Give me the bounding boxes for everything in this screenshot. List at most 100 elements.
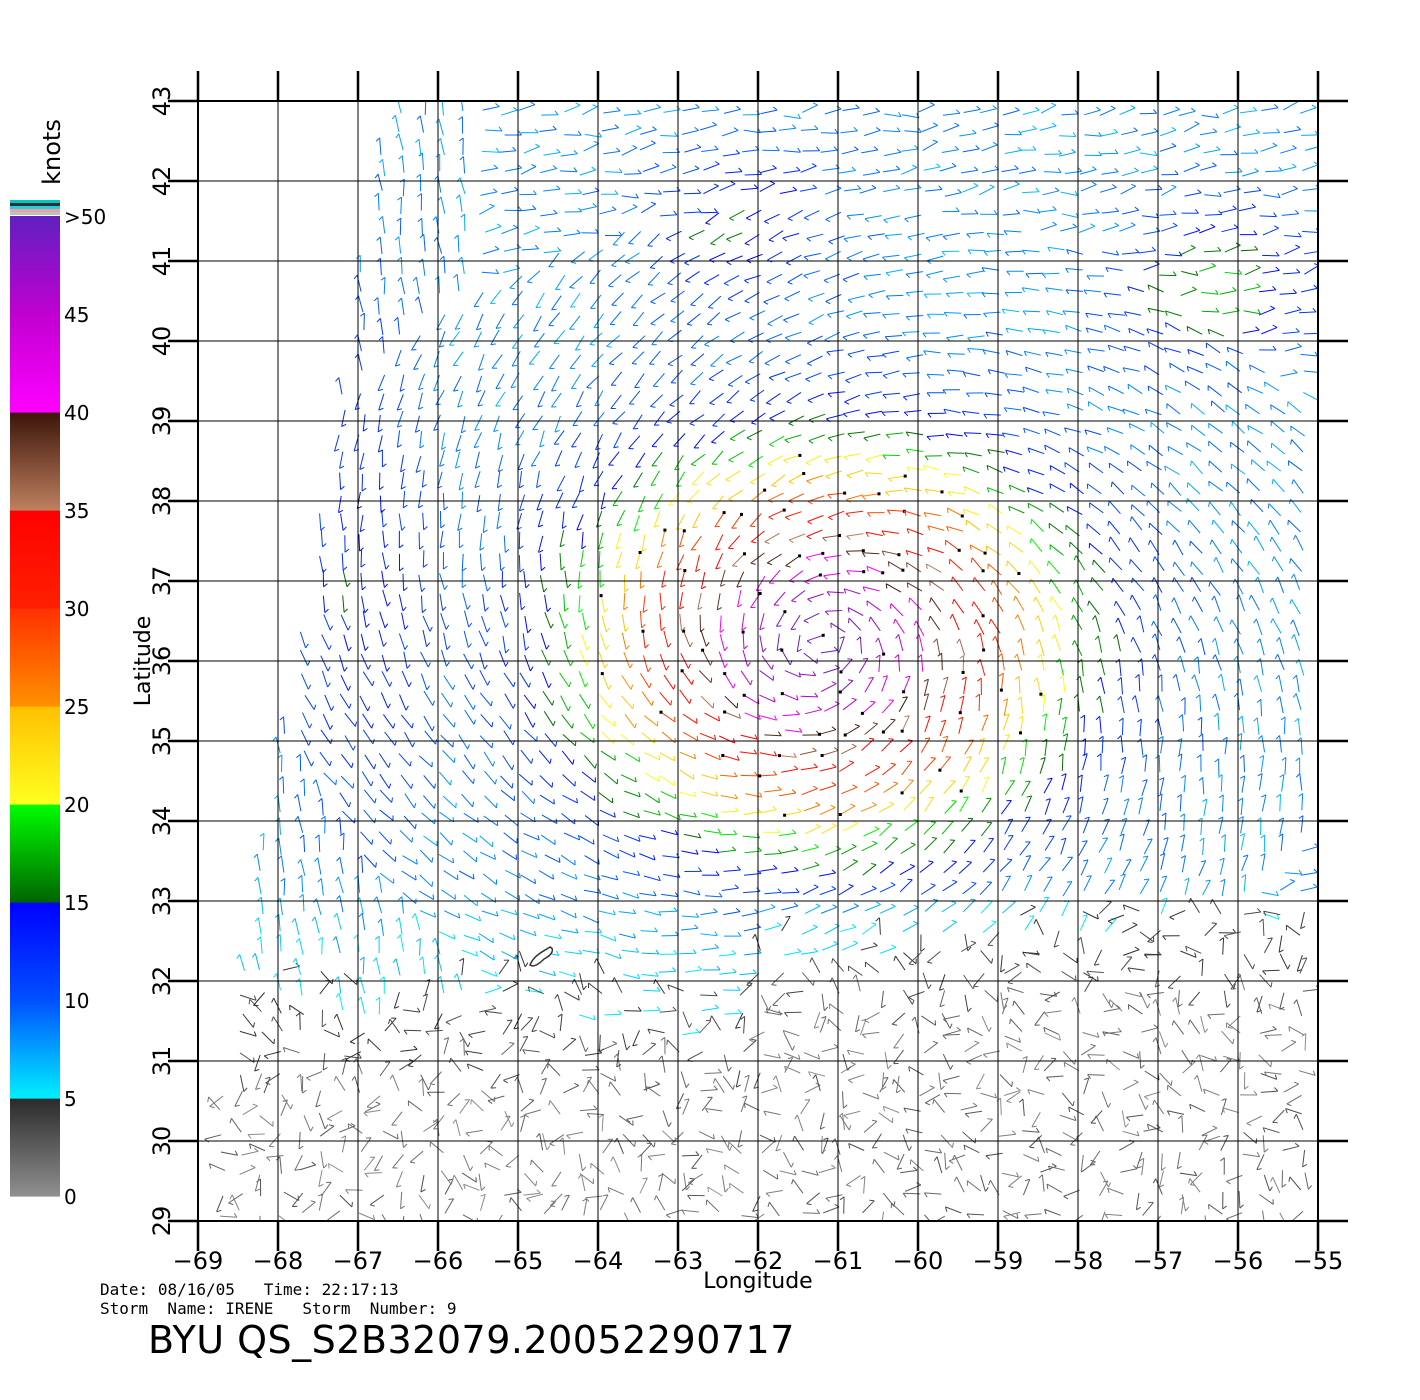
wind-vector bbox=[399, 374, 405, 392]
wind-vector-head bbox=[466, 1063, 470, 1069]
wind-vector-head bbox=[710, 365, 716, 367]
wind-vector bbox=[800, 1099, 811, 1115]
wind-vector-head bbox=[951, 1154, 956, 1160]
wind-vector bbox=[845, 373, 862, 381]
wind-vector bbox=[1089, 502, 1104, 514]
wind-vector bbox=[967, 292, 985, 294]
wind-vector-head bbox=[641, 624, 646, 629]
wind-vector-head bbox=[600, 506, 606, 510]
wind-vector bbox=[720, 795, 738, 800]
wind-vector bbox=[323, 614, 331, 631]
wind-vector bbox=[1024, 1213, 1042, 1216]
wind-vector-head bbox=[1122, 904, 1126, 910]
wind-vector bbox=[1243, 310, 1261, 315]
wind-vector bbox=[1277, 654, 1285, 671]
wind-vector bbox=[639, 673, 650, 689]
wind-vector bbox=[900, 844, 916, 854]
wind-vector bbox=[1003, 466, 1020, 474]
wind-vector bbox=[479, 1007, 496, 1013]
wind-vector bbox=[679, 791, 697, 798]
wind-vector bbox=[902, 372, 920, 375]
wind-vector-head bbox=[515, 954, 518, 960]
wind-vector-head bbox=[971, 601, 975, 607]
wind-vector bbox=[509, 275, 523, 289]
wind-vector-head bbox=[1301, 957, 1307, 960]
wind-vector-head bbox=[404, 625, 409, 630]
wind-vector-head bbox=[846, 1050, 851, 1056]
wind-vector bbox=[838, 636, 845, 653]
wind-vector-head bbox=[585, 625, 590, 631]
wind-vector bbox=[484, 770, 496, 785]
wind-vector-head bbox=[803, 620, 809, 624]
wind-vector bbox=[862, 552, 880, 555]
wind-vector bbox=[800, 951, 818, 955]
wind-vector-head bbox=[718, 716, 720, 722]
wind-vector-head bbox=[1023, 428, 1026, 434]
wind-vector bbox=[553, 329, 566, 344]
wind-vector-head bbox=[1031, 1125, 1037, 1128]
wind-vector bbox=[775, 1075, 782, 1093]
wind-vector bbox=[864, 766, 881, 777]
wind-vector-head bbox=[551, 700, 555, 706]
wind-vector bbox=[621, 949, 639, 953]
wind-vector-head bbox=[466, 605, 471, 610]
wind-vector bbox=[392, 1154, 404, 1169]
wind-vector bbox=[547, 1063, 561, 1077]
wind-vector-head bbox=[807, 363, 813, 367]
wind-vector-head bbox=[831, 869, 837, 874]
wind-vector-head bbox=[746, 437, 752, 441]
wind-vector bbox=[400, 257, 403, 275]
wind-vector-head bbox=[431, 726, 435, 731]
wind-vector bbox=[1023, 1154, 1040, 1162]
wind-vector-head bbox=[359, 528, 365, 533]
wind-vector-head bbox=[1066, 506, 1069, 512]
wind-vector bbox=[1048, 522, 1064, 534]
wind-vector-head bbox=[598, 928, 603, 934]
wind-vector bbox=[1298, 659, 1305, 676]
wind-vector bbox=[1023, 310, 1041, 313]
wind-vector-head bbox=[486, 586, 491, 592]
wind-vector bbox=[768, 1201, 780, 1217]
wind-vector bbox=[1273, 556, 1284, 572]
wind-vector bbox=[1130, 444, 1146, 455]
wind-vector bbox=[929, 580, 945, 591]
wind-vector-head bbox=[290, 1104, 293, 1110]
wind-vector bbox=[806, 529, 823, 537]
wind-vector bbox=[1194, 674, 1201, 692]
wind-vector bbox=[1004, 818, 1014, 835]
wind-vector-head bbox=[583, 985, 587, 991]
wind-vector bbox=[732, 553, 745, 567]
wind-vector-head bbox=[416, 1007, 421, 1013]
wind-vector-head bbox=[913, 620, 917, 626]
wind-vector-head bbox=[586, 387, 592, 389]
wind-vector bbox=[905, 1128, 923, 1134]
wind-vector-head bbox=[1147, 941, 1153, 943]
wind-vector-head bbox=[1253, 618, 1257, 624]
wind-vector bbox=[503, 672, 515, 688]
wind-vector bbox=[464, 674, 474, 690]
wind-vector bbox=[840, 805, 856, 815]
wind-vector-head bbox=[374, 935, 380, 940]
wind-vector bbox=[1302, 988, 1318, 992]
wind-vector-head bbox=[698, 833, 702, 839]
wind-vector-head bbox=[1107, 1188, 1110, 1194]
wind-vector-head bbox=[484, 664, 488, 670]
wind-vector bbox=[396, 430, 401, 448]
wind-vector bbox=[1220, 1135, 1229, 1151]
wind-vector bbox=[554, 415, 561, 433]
wind-vector bbox=[378, 629, 384, 647]
wind-vector-head bbox=[509, 1042, 515, 1044]
wind-vector-head bbox=[566, 1135, 571, 1140]
wind-vector bbox=[504, 1111, 513, 1127]
wind-vector bbox=[421, 595, 423, 613]
wind-vector bbox=[522, 1049, 540, 1053]
wind-vector-head bbox=[786, 401, 792, 404]
wind-vector-head bbox=[966, 756, 972, 759]
wind-vector-head bbox=[617, 1010, 622, 1015]
wind-vector bbox=[360, 996, 366, 1014]
wind-vector bbox=[336, 913, 342, 930]
wind-vector-head bbox=[892, 781, 898, 784]
wind-vector-head bbox=[1107, 385, 1110, 392]
wind-vector bbox=[544, 594, 548, 612]
wind-vector-head bbox=[1104, 1213, 1109, 1219]
